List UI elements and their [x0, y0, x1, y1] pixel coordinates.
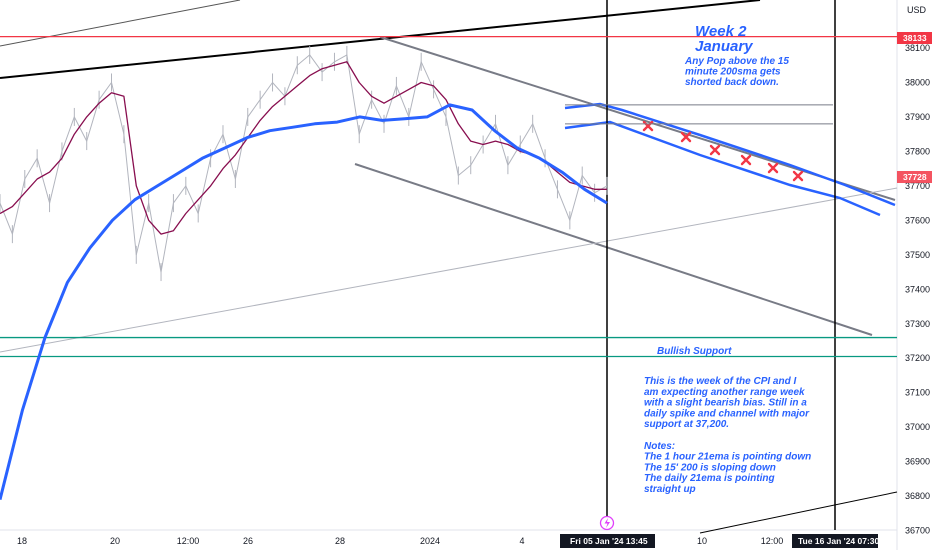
y-tick-label: 36700: [905, 526, 930, 536]
note-line: shorted back down.: [685, 77, 779, 88]
note-line: [644, 430, 647, 441]
y-tick-label: 37500: [905, 250, 930, 260]
note-line: minute 200sma gets: [685, 67, 781, 78]
price-axis[interactable]: 36700 36800 36900 37000 37100 37200 37300 37400…: [905, 43, 930, 536]
x-tick-label: 20: [110, 536, 120, 546]
y-tick-label: 36900: [905, 457, 930, 467]
sma200-line[interactable]: [0, 103, 608, 500]
y-tick-label: 37100: [905, 388, 930, 398]
current-price-tag: [897, 171, 932, 183]
x-tick-label: 26: [243, 536, 253, 546]
right-time-text: Tue 16 Jan '24 07:30: [798, 536, 880, 546]
blue-channel-upper[interactable]: [564, 102, 896, 207]
week-title-line1: Week 2: [695, 23, 747, 40]
channel-lower-trendline[interactable]: [354, 163, 873, 336]
black-trendline[interactable]: [0, 0, 761, 79]
y-tick-label: 37800: [905, 146, 930, 156]
y-tick-label: 36800: [905, 491, 930, 501]
x-tick-label: 10: [697, 536, 707, 546]
x-marker-icon: [740, 154, 752, 166]
x-marker-icon: [792, 170, 804, 182]
x-marker-icon: [709, 144, 721, 156]
upper-black-trendline[interactable]: [0, 0, 241, 47]
y-tick-label: 37700: [905, 181, 930, 191]
y-tick-label: 38000: [905, 77, 930, 87]
y-tick-label: 37400: [905, 284, 930, 294]
lightning-bolt-glyph: [604, 518, 610, 528]
ema21-line[interactable]: [0, 61, 607, 235]
x-tick-label: 12:00: [177, 536, 200, 546]
note-line: am expecting another range week: [644, 387, 805, 398]
note-line: straight up: [644, 484, 696, 495]
note-line: support at 37,200.: [644, 419, 729, 430]
pop-note: Any Pop above the 15 minute 200sma gets sh…: [684, 56, 789, 88]
long-grey-trendline[interactable]: [0, 187, 898, 353]
x-tick-label: 2024: [420, 536, 440, 546]
x-tick-label: 28: [335, 536, 345, 546]
x-marker-icon: [642, 120, 654, 132]
week-title-line2: January: [695, 38, 753, 55]
note-line: The 15' 200 is sloping down: [644, 462, 776, 473]
note-line: The 1 hour 21ema is pointing down: [644, 452, 811, 463]
price-line[interactable]: [0, 54, 608, 273]
bottom-black-trendline[interactable]: [699, 491, 898, 534]
y-tick-label: 37900: [905, 112, 930, 122]
y-tick-label: 38100: [905, 43, 930, 53]
blue-channel-lower[interactable]: [564, 120, 881, 217]
x-tick-label: 4: [519, 536, 524, 546]
resistance-price-tag: [897, 32, 932, 44]
note-line: daily spike and channel with major: [644, 408, 810, 419]
y-tick-label: 37300: [905, 319, 930, 329]
y-tick-label: 37000: [905, 422, 930, 432]
horizontal-levels: [0, 35, 897, 358]
y-tick-label: 37200: [905, 353, 930, 363]
x-marker-icon: [767, 162, 779, 174]
left-time-text: Fri 05 Jan '24 13:45: [570, 536, 648, 546]
resistance-price-text: 38133: [903, 33, 927, 43]
x-tick-label: 18: [17, 536, 27, 546]
y-tick-label: 37600: [905, 215, 930, 225]
x-marker-icon: [680, 131, 692, 143]
rejection-markers: [642, 120, 804, 182]
bullish-support-label: Bullish Support: [657, 346, 732, 357]
right-time-tag: [792, 534, 878, 548]
note-line: Any Pop above the 15: [684, 56, 789, 67]
left-time-tag: [560, 534, 655, 548]
note-line: The daily 21ema is pointing: [644, 473, 775, 484]
currency-label[interactable]: USD: [907, 5, 927, 15]
note-line: with a slight bearish bias. Still in a: [644, 398, 807, 409]
x-tick-label: 12:00: [761, 536, 784, 546]
chart-series: [0, 45, 608, 500]
note-line: This is the week of the CPI and I: [644, 376, 796, 387]
note-line: Notes:: [644, 441, 675, 452]
current-price-text: 37728: [903, 172, 927, 182]
